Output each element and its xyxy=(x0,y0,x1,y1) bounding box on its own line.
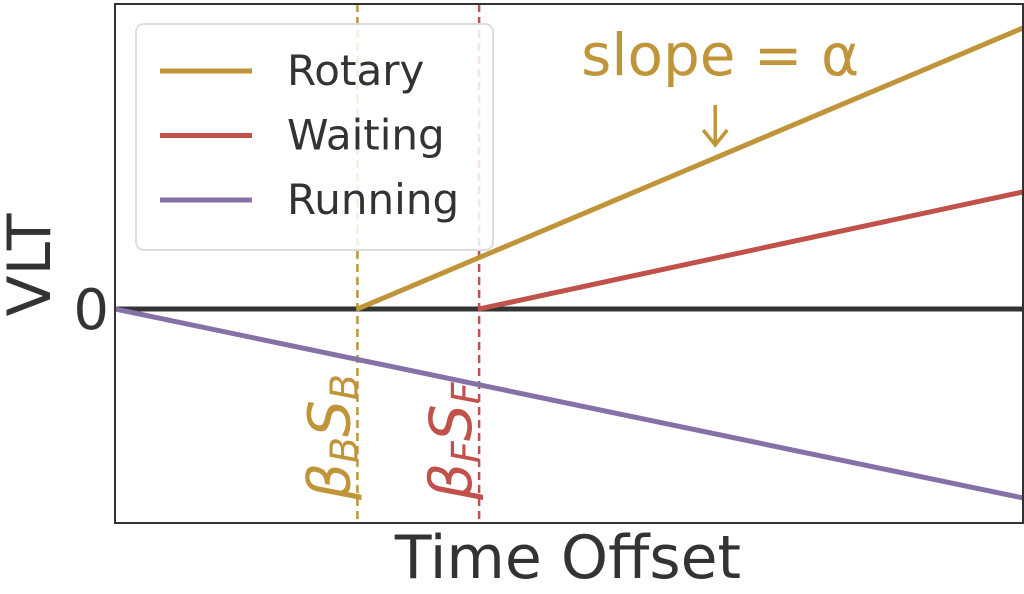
marker-label-part: β xyxy=(295,463,363,501)
series-line xyxy=(478,189,1024,312)
annotation: slope = α xyxy=(581,21,859,89)
marker-label: βFSF xyxy=(417,381,488,501)
y-axis-label: VLT xyxy=(0,213,65,316)
marker-label-part: S xyxy=(295,400,363,437)
series-line xyxy=(114,306,1024,501)
x-axis-label: Time Offset xyxy=(394,523,741,593)
annotation-arrow xyxy=(701,105,729,148)
marker-label-part: B xyxy=(322,437,366,463)
marker-label-part: β xyxy=(417,463,485,501)
marker-label-part: F xyxy=(444,381,488,404)
marker-label: βBSB xyxy=(295,374,366,501)
legend-box xyxy=(135,23,494,251)
legend-label: Waiting xyxy=(287,111,445,160)
plot-frame xyxy=(114,3,1024,524)
y-tick-label: 0 xyxy=(73,278,109,343)
marker-label-part: S xyxy=(417,404,485,441)
series-line xyxy=(356,25,1024,312)
legend-label: Running xyxy=(287,175,459,224)
legend-label: Rotary xyxy=(287,46,424,95)
marker-label-part: B xyxy=(322,374,366,400)
marker-label-part: F xyxy=(444,440,488,463)
